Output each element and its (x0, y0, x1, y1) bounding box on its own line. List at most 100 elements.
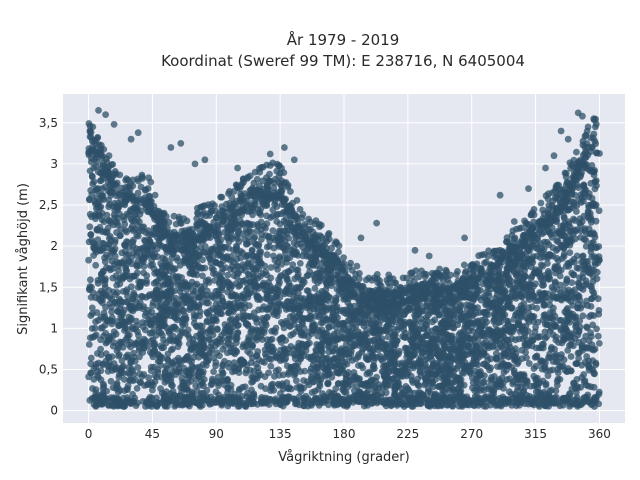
data-point (248, 247, 256, 255)
data-point (87, 187, 95, 194)
data-point (285, 290, 293, 298)
data-point (595, 207, 603, 215)
data-point (419, 333, 427, 341)
data-point (100, 289, 108, 297)
data-point (595, 388, 603, 396)
data-point (579, 253, 586, 260)
data-point (242, 240, 250, 248)
data-point (208, 327, 216, 335)
data-point (591, 258, 599, 266)
data-point (346, 304, 354, 311)
data-point (376, 353, 384, 360)
data-point (161, 372, 169, 380)
data-point (181, 355, 189, 363)
data-point (226, 316, 234, 324)
data-point (162, 362, 170, 370)
data-point (505, 388, 513, 396)
data-point (592, 177, 600, 185)
data-point (351, 335, 358, 343)
data-point (259, 282, 266, 289)
data-point (423, 317, 431, 324)
data-point (276, 239, 283, 247)
data-point (190, 296, 198, 304)
data-point (279, 320, 287, 328)
data-point (303, 340, 311, 348)
data-point (284, 303, 292, 311)
data-point (193, 364, 201, 371)
data-point (292, 377, 300, 385)
data-point (117, 367, 125, 375)
data-point (437, 319, 445, 327)
data-point (286, 254, 294, 262)
data-point (224, 271, 232, 279)
data-point (113, 347, 121, 355)
data-point (227, 266, 235, 273)
data-point (133, 231, 141, 239)
data-point (369, 351, 377, 359)
data-point (452, 356, 460, 364)
data-point (340, 320, 348, 328)
data-point (428, 378, 436, 386)
data-point (267, 387, 274, 394)
data-point (296, 303, 304, 311)
data-point (386, 360, 393, 368)
data-point (279, 371, 287, 379)
data-point (310, 352, 318, 360)
data-point (199, 361, 207, 368)
data-point (566, 319, 573, 326)
data-point (579, 197, 587, 205)
data-point (304, 333, 312, 341)
data-point (391, 360, 399, 368)
data-point (140, 258, 147, 266)
data-point (205, 350, 213, 358)
data-point (169, 387, 177, 395)
data-point (244, 348, 252, 355)
data-point (109, 332, 117, 340)
data-point (125, 364, 133, 371)
data-point (289, 330, 297, 338)
data-point (258, 235, 265, 243)
data-point (129, 227, 137, 235)
data-point (257, 205, 265, 213)
data-point (294, 266, 302, 274)
data-point (544, 372, 552, 380)
data-point (317, 342, 324, 349)
data-point (270, 244, 278, 252)
data-point (250, 278, 258, 286)
data-point (586, 313, 593, 320)
data-point (154, 321, 162, 329)
data-point (590, 346, 598, 354)
data-point (464, 343, 472, 350)
data-point (537, 296, 545, 304)
data-point (569, 271, 577, 279)
data-point (409, 362, 417, 370)
data-point (324, 380, 331, 387)
data-point (112, 385, 120, 392)
data-point (560, 214, 568, 222)
data-point (510, 369, 518, 377)
data-point (552, 247, 560, 254)
data-point (307, 368, 315, 376)
data-point (297, 385, 304, 393)
data-point (515, 335, 523, 343)
data-point (127, 254, 135, 262)
data-point (538, 357, 545, 365)
data-point (101, 183, 109, 191)
data-point (473, 378, 481, 386)
data-point (428, 338, 436, 346)
data-point (121, 220, 129, 228)
data-point (562, 263, 570, 270)
data-point (537, 240, 545, 247)
data-point (322, 307, 330, 314)
data-point (117, 232, 124, 239)
data-point (108, 308, 115, 316)
data-point (212, 359, 220, 366)
data-point (581, 266, 588, 273)
data-point (553, 358, 560, 366)
data-point (473, 386, 481, 394)
data-point (160, 271, 167, 278)
data-point (551, 323, 559, 330)
data-point (192, 376, 200, 383)
data-point (434, 383, 442, 390)
data-point (263, 220, 271, 228)
